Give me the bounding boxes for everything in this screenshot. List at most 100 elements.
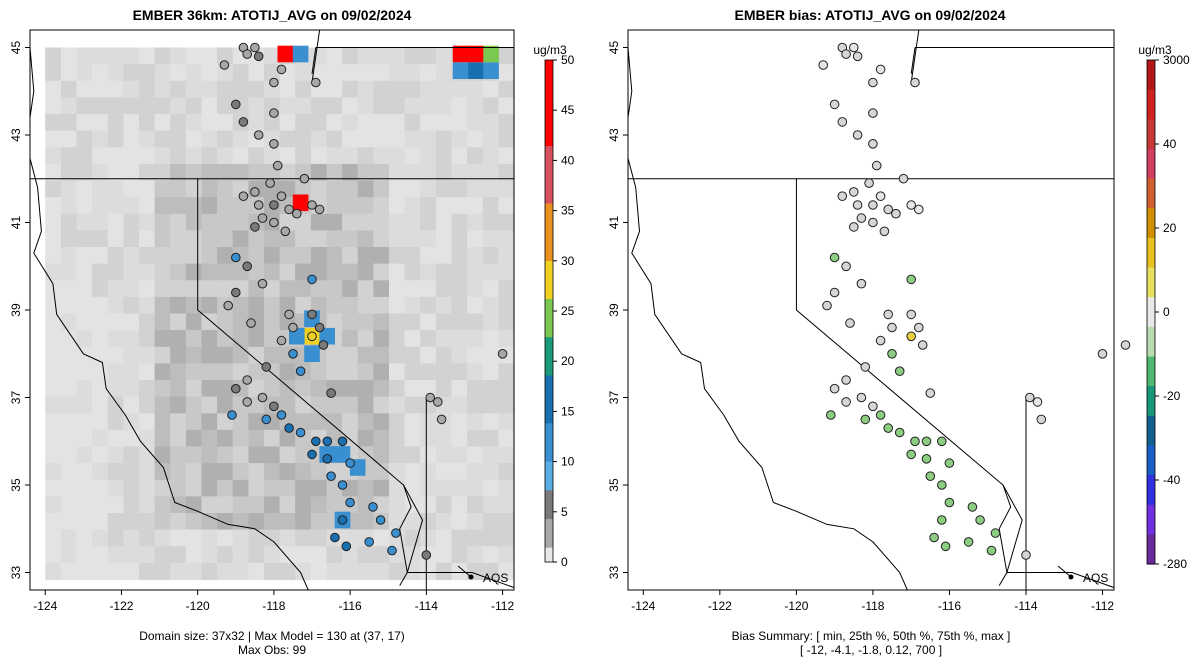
grid-cell	[310, 363, 328, 381]
bias-point	[883, 423, 894, 433]
station-point	[288, 349, 298, 359]
grid-cell	[154, 562, 171, 581]
grid-cell	[342, 346, 359, 364]
grid-cell	[248, 114, 265, 132]
station-point	[269, 139, 279, 149]
grid-cell	[201, 562, 218, 581]
bias-point	[841, 375, 851, 385]
grid-cell	[404, 197, 421, 215]
grid-cell	[107, 280, 124, 298]
grid-cell	[123, 313, 140, 331]
grid-cell	[404, 363, 421, 381]
grid-cell	[389, 163, 406, 182]
grid-cell	[389, 213, 406, 231]
panel-model: EMBER 36km: ATOTIJ_AVG on 09/02/2024 -12…	[9, 7, 575, 657]
grid-cell	[420, 413, 437, 431]
grid-cell	[498, 147, 515, 165]
grid-cell	[217, 429, 234, 448]
grid-cell	[279, 296, 296, 315]
bias-point	[868, 200, 878, 210]
colorbar-segment	[1147, 341, 1155, 358]
y-tick-label: 35	[607, 478, 621, 492]
grid-cell	[154, 463, 171, 481]
grid-cell	[76, 47, 93, 65]
grid-cell	[154, 114, 171, 132]
border-line	[311, 30, 321, 83]
grid-cell	[389, 496, 406, 514]
grid-cell	[357, 562, 374, 581]
grid-cell	[404, 114, 421, 132]
colorbar-segment	[1147, 148, 1155, 165]
grid-cell	[185, 147, 203, 165]
grid-cell	[170, 513, 187, 531]
colorbar-segment	[1147, 282, 1155, 298]
colorbar-segment	[545, 432, 553, 439]
grid-cell	[232, 463, 249, 481]
bias-point	[875, 410, 886, 420]
grid-cell	[357, 114, 374, 132]
grid-cell	[404, 463, 421, 481]
grid-cell	[185, 546, 203, 564]
bias-point	[829, 252, 840, 263]
grid-cell	[498, 562, 515, 581]
grid-cell	[389, 446, 406, 464]
grid-cell	[451, 163, 468, 182]
grid-cell	[404, 296, 421, 315]
grid-cell	[326, 496, 343, 514]
grid-cell	[123, 330, 140, 348]
grid-cell	[342, 363, 359, 381]
colorbar-segment	[1147, 430, 1155, 447]
grid-cell	[295, 496, 312, 514]
colorbar-segment	[1147, 415, 1155, 432]
grid-cell	[357, 396, 374, 414]
grid-cell	[326, 562, 343, 581]
station-point	[330, 532, 340, 543]
grid-cell	[389, 97, 406, 115]
grid-cell	[201, 64, 218, 82]
grid-cell	[264, 446, 281, 464]
colorbar-segment	[545, 93, 553, 99]
x-tick-label: -124	[631, 599, 655, 613]
colorbar-segment	[545, 518, 553, 525]
grid-cell	[217, 546, 234, 564]
grid-cell	[264, 429, 281, 448]
grid-cell	[185, 197, 203, 215]
colorbar-segment	[545, 547, 553, 554]
grid-cell	[342, 197, 359, 215]
bias-point	[829, 383, 840, 394]
grid-cell	[389, 197, 406, 215]
colorbar-segment	[1147, 193, 1155, 209]
grid-cell	[60, 529, 78, 547]
grid-cell	[45, 80, 62, 98]
grid-cell	[45, 47, 62, 65]
bias-point	[875, 64, 886, 75]
grid-cell	[373, 396, 390, 414]
grid-cell	[123, 213, 140, 231]
grid-cell	[123, 513, 140, 531]
bias-point	[906, 200, 917, 210]
grid-cell	[76, 97, 93, 115]
y-tick-label: 35	[9, 478, 23, 492]
grid-cell	[201, 247, 218, 265]
colorbar-segment	[545, 203, 553, 209]
grid-cell	[420, 64, 437, 82]
grid-cell	[435, 429, 453, 448]
colorbar-tick-label: 20	[561, 354, 575, 368]
grid-cell	[264, 263, 281, 281]
grid-cell	[185, 562, 203, 581]
grid-cell	[342, 247, 359, 265]
bias-point	[929, 532, 939, 543]
grid-cell	[373, 380, 390, 398]
station-point	[250, 187, 260, 197]
x-tick-label: -114	[1014, 599, 1037, 613]
grid-cell	[498, 64, 515, 82]
colorbar-tick-label: 25	[561, 304, 575, 318]
grid-cell	[435, 446, 453, 464]
colorbar-segment	[545, 442, 553, 448]
grid-cell	[435, 363, 453, 381]
station-point	[326, 471, 336, 482]
bias-point	[944, 497, 955, 508]
grid-cell	[217, 380, 234, 398]
grid-cell	[451, 114, 468, 132]
colorbar-segment	[545, 208, 553, 214]
